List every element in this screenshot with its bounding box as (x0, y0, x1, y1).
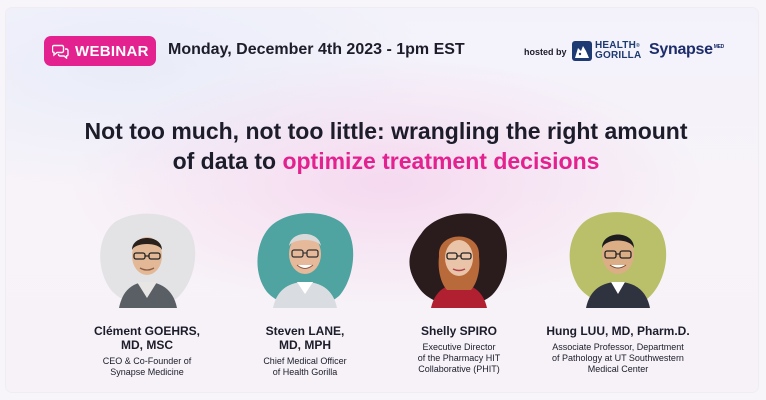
speaker-name: Shelly SPIRO (374, 324, 544, 338)
speaker-role-line: of Pathology at UT Southwestern (552, 353, 684, 363)
title-highlight: optimize treatment decisions (282, 148, 600, 174)
speaker-card: Hung LUU, MD, Pharm.D. Associate Profess… (533, 208, 703, 375)
speaker-role-line: Executive Director (422, 342, 496, 352)
speaker-name-line1: Steven LANE, (265, 324, 345, 338)
event-date: Monday, December 4th 2023 - 1pm EST (168, 41, 465, 58)
avatar (409, 213, 508, 308)
speaker-role: Associate Professor, Department of Patho… (533, 342, 703, 375)
speaker-role-line: Synapse Medicine (110, 367, 184, 377)
speaker-photo (255, 208, 355, 308)
health-gorilla-line2: GORILLA (595, 50, 642, 61)
speaker-name-line1: Clément GOEHRS, (93, 324, 201, 338)
synapse-logo: SynapseMED (649, 41, 724, 59)
avatar (569, 212, 667, 308)
speaker-role-line: of the Pharmacy HIT (417, 353, 501, 363)
speaker-role-line: CEO & Co-Founder of (102, 356, 192, 366)
speaker-role-line: Chief Medical Officer (263, 356, 347, 366)
title-line1: Not too much, not too little: wrangling … (84, 118, 688, 144)
webinar-title: Not too much, not too little: wrangling … (36, 116, 736, 176)
health-gorilla-logo: HEALTH® GORILLA (572, 37, 641, 65)
synapse-med-sup: MED (713, 43, 725, 50)
webinar-badge: WEBINAR (44, 36, 156, 66)
speaker-card: Clément GOEHRS, MD, MSC CEO & Co-Founder… (62, 208, 232, 378)
webinar-label: WEBINAR (75, 42, 149, 60)
speaker-card: Steven LANE, MD, MPH Chief Medical Offic… (220, 208, 390, 378)
speaker-card: Shelly SPIRO Executive Director of the P… (374, 208, 544, 375)
speaker-photo (409, 208, 509, 308)
speaker-role: Executive Director of the Pharmacy HIT C… (374, 342, 544, 375)
hosted-by-label: hosted by (524, 47, 567, 57)
avatar (100, 213, 196, 308)
speaker-name: Clément GOEHRS, MD, MSC (62, 324, 232, 352)
speaker-photo (97, 208, 197, 308)
avatar (257, 213, 354, 308)
speaker-name-line1: Hung LUU, MD, Pharm.D. (546, 324, 690, 338)
speaker-role: Chief Medical Officer of Health Gorilla (220, 356, 390, 378)
speaker-role-line: of Health Gorilla (272, 367, 338, 377)
synapse-name: Synapse (649, 41, 713, 58)
speaker-name-line2: MD, MPH (279, 338, 331, 352)
speaker-name-line1: Shelly SPIRO (420, 324, 498, 338)
speaker-role: CEO & Co-Founder of Synapse Medicine (62, 356, 232, 378)
title-line2: of data to (172, 148, 283, 174)
speaker-photo (568, 208, 668, 308)
speaker-role-line: Associate Professor, Department (552, 342, 684, 352)
webinar-banner: WEBINAR Monday, December 4th 2023 - 1pm … (6, 8, 758, 392)
speaker-name: Steven LANE, MD, MPH (220, 324, 390, 352)
speaker-role-line: Collaborative (PHIT) (418, 364, 500, 374)
speaker-role-line: Medical Center (587, 364, 649, 374)
gorilla-icon (572, 41, 592, 61)
speaker-name: Hung LUU, MD, Pharm.D. (533, 324, 703, 338)
speaker-name-line2: MD, MSC (121, 338, 173, 352)
chat-bubbles-icon (52, 44, 69, 59)
health-gorilla-line1: HEALTH (595, 40, 637, 51)
registered-mark: ® (636, 43, 640, 49)
